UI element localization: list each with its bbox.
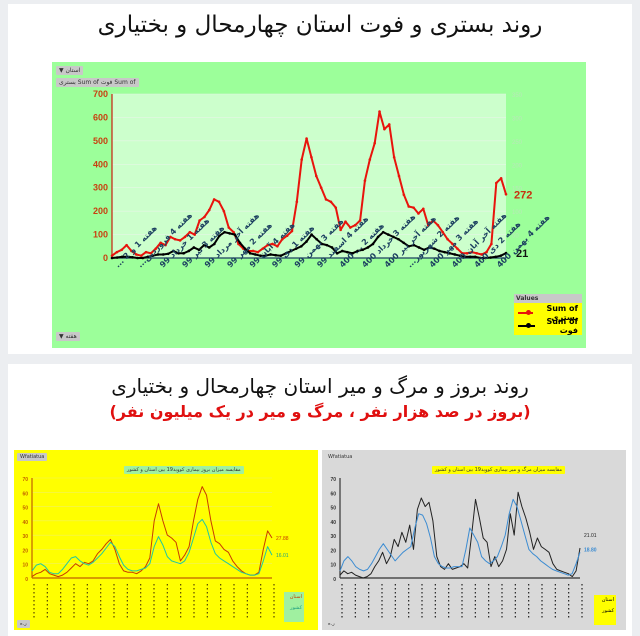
legend-item-deaths: Sum of فوت <box>518 317 578 335</box>
svg-text:150: 150 <box>512 187 523 193</box>
svg-text:16.01: 16.01 <box>276 553 289 559</box>
svg-text:50: 50 <box>22 506 28 512</box>
hospitalization-card: روند بستری و فوت استان چهارمحال و بختیار… <box>8 4 632 354</box>
svg-text:0: 0 <box>25 577 28 583</box>
svg-text:300: 300 <box>512 116 523 122</box>
chart-legend: استان کشور <box>594 595 616 625</box>
svg-text:0: 0 <box>103 253 108 263</box>
svg-text:100: 100 <box>512 210 523 216</box>
line-plot: 0 10 20 30 40 50 60 70 21.01 18.80 <box>330 477 597 620</box>
svg-text:700: 700 <box>93 89 108 99</box>
svg-text:70: 70 <box>22 477 28 483</box>
chart-legend: Values Sum of بستری Sum of فوت <box>514 294 582 335</box>
svg-text:30: 30 <box>330 534 336 540</box>
svg-text:350: 350 <box>512 93 523 99</box>
svg-text:50: 50 <box>330 506 336 512</box>
svg-text:70: 70 <box>330 477 336 483</box>
hospitalization-chart: استان ▼ Sum of فوت Sum of بستری 0 100 200 3… <box>52 62 586 348</box>
corner-chip[interactable]: Wfatiatua <box>325 453 356 461</box>
svg-text:21.01: 21.01 <box>584 533 597 539</box>
mortality-chart: Wfatiatua مقایسه میزان مرگ و میر بیماری … <box>322 450 626 630</box>
svg-text:60: 60 <box>330 491 336 497</box>
week-filter-button[interactable]: هفته ▼ <box>56 332 80 341</box>
bottom-chip[interactable]: ر.ه <box>17 620 30 628</box>
svg-text:200: 200 <box>93 206 108 216</box>
svg-text:10: 10 <box>22 563 28 569</box>
svg-text:27.88: 27.88 <box>276 536 289 542</box>
svg-text:600: 600 <box>93 112 108 122</box>
svg-text:20: 20 <box>22 548 28 554</box>
svg-text:18.80: 18.80 <box>584 547 597 553</box>
corner-chip[interactable]: Wfatiatua <box>17 453 48 461</box>
incidence-chart: Wfatiatua مقایسه میزان بروز بیماری کووید… <box>14 450 318 630</box>
svg-text:30: 30 <box>22 534 28 540</box>
svg-text:60: 60 <box>22 491 28 497</box>
legend-item-hospitalized: Sum of بستری <box>518 304 578 322</box>
chart-inner-title: مقایسه میزان بروز بیماری کووید19 بین است… <box>124 466 244 474</box>
svg-text:400: 400 <box>93 159 108 169</box>
bottom-chip[interactable]: ر.ه <box>325 620 338 628</box>
line-plot: 0 10 20 30 40 50 60 70 27.88 16.01 <box>22 477 289 620</box>
svg-text:300: 300 <box>93 183 108 193</box>
svg-text:0: 0 <box>333 577 336 583</box>
svg-text:20: 20 <box>330 548 336 554</box>
page-title: روند بستری و فوت استان چهارمحال و بختیار… <box>97 12 543 38</box>
svg-text:40: 40 <box>22 520 28 526</box>
line-plot: 0 100 200 300 400 500 600 700 50 100 150 200 250 300 3… <box>93 89 552 269</box>
chart-inner-title: مقایسه میزان مرگ و میر بیماری کووید19 بی… <box>432 466 566 474</box>
chart-legend: استان کشور <box>284 592 304 622</box>
svg-text:200: 200 <box>512 163 523 169</box>
svg-text:500: 500 <box>93 136 108 146</box>
section-title: روند بروز و مرگ و میر استان چهارمحال و ب… <box>111 374 529 398</box>
incidence-card: روند بروز و مرگ و میر استان چهارمحال و ب… <box>8 364 632 636</box>
svg-text:272: 272 <box>514 189 532 201</box>
section-subtitle: (بروز در صد هزار نفر ، مرگ و میر در یک م… <box>109 402 531 421</box>
svg-text:10: 10 <box>330 563 336 569</box>
svg-text:100: 100 <box>93 230 108 240</box>
province-filter-button[interactable]: استان ▼ <box>56 66 84 75</box>
svg-text:250: 250 <box>512 140 523 146</box>
svg-text:40: 40 <box>330 520 336 526</box>
legend-header: Values <box>514 294 582 303</box>
fields-chip[interactable]: Sum of فوت Sum of بستری <box>56 78 139 87</box>
svg-text:21: 21 <box>516 248 528 260</box>
svg-text:50: 50 <box>512 234 519 240</box>
